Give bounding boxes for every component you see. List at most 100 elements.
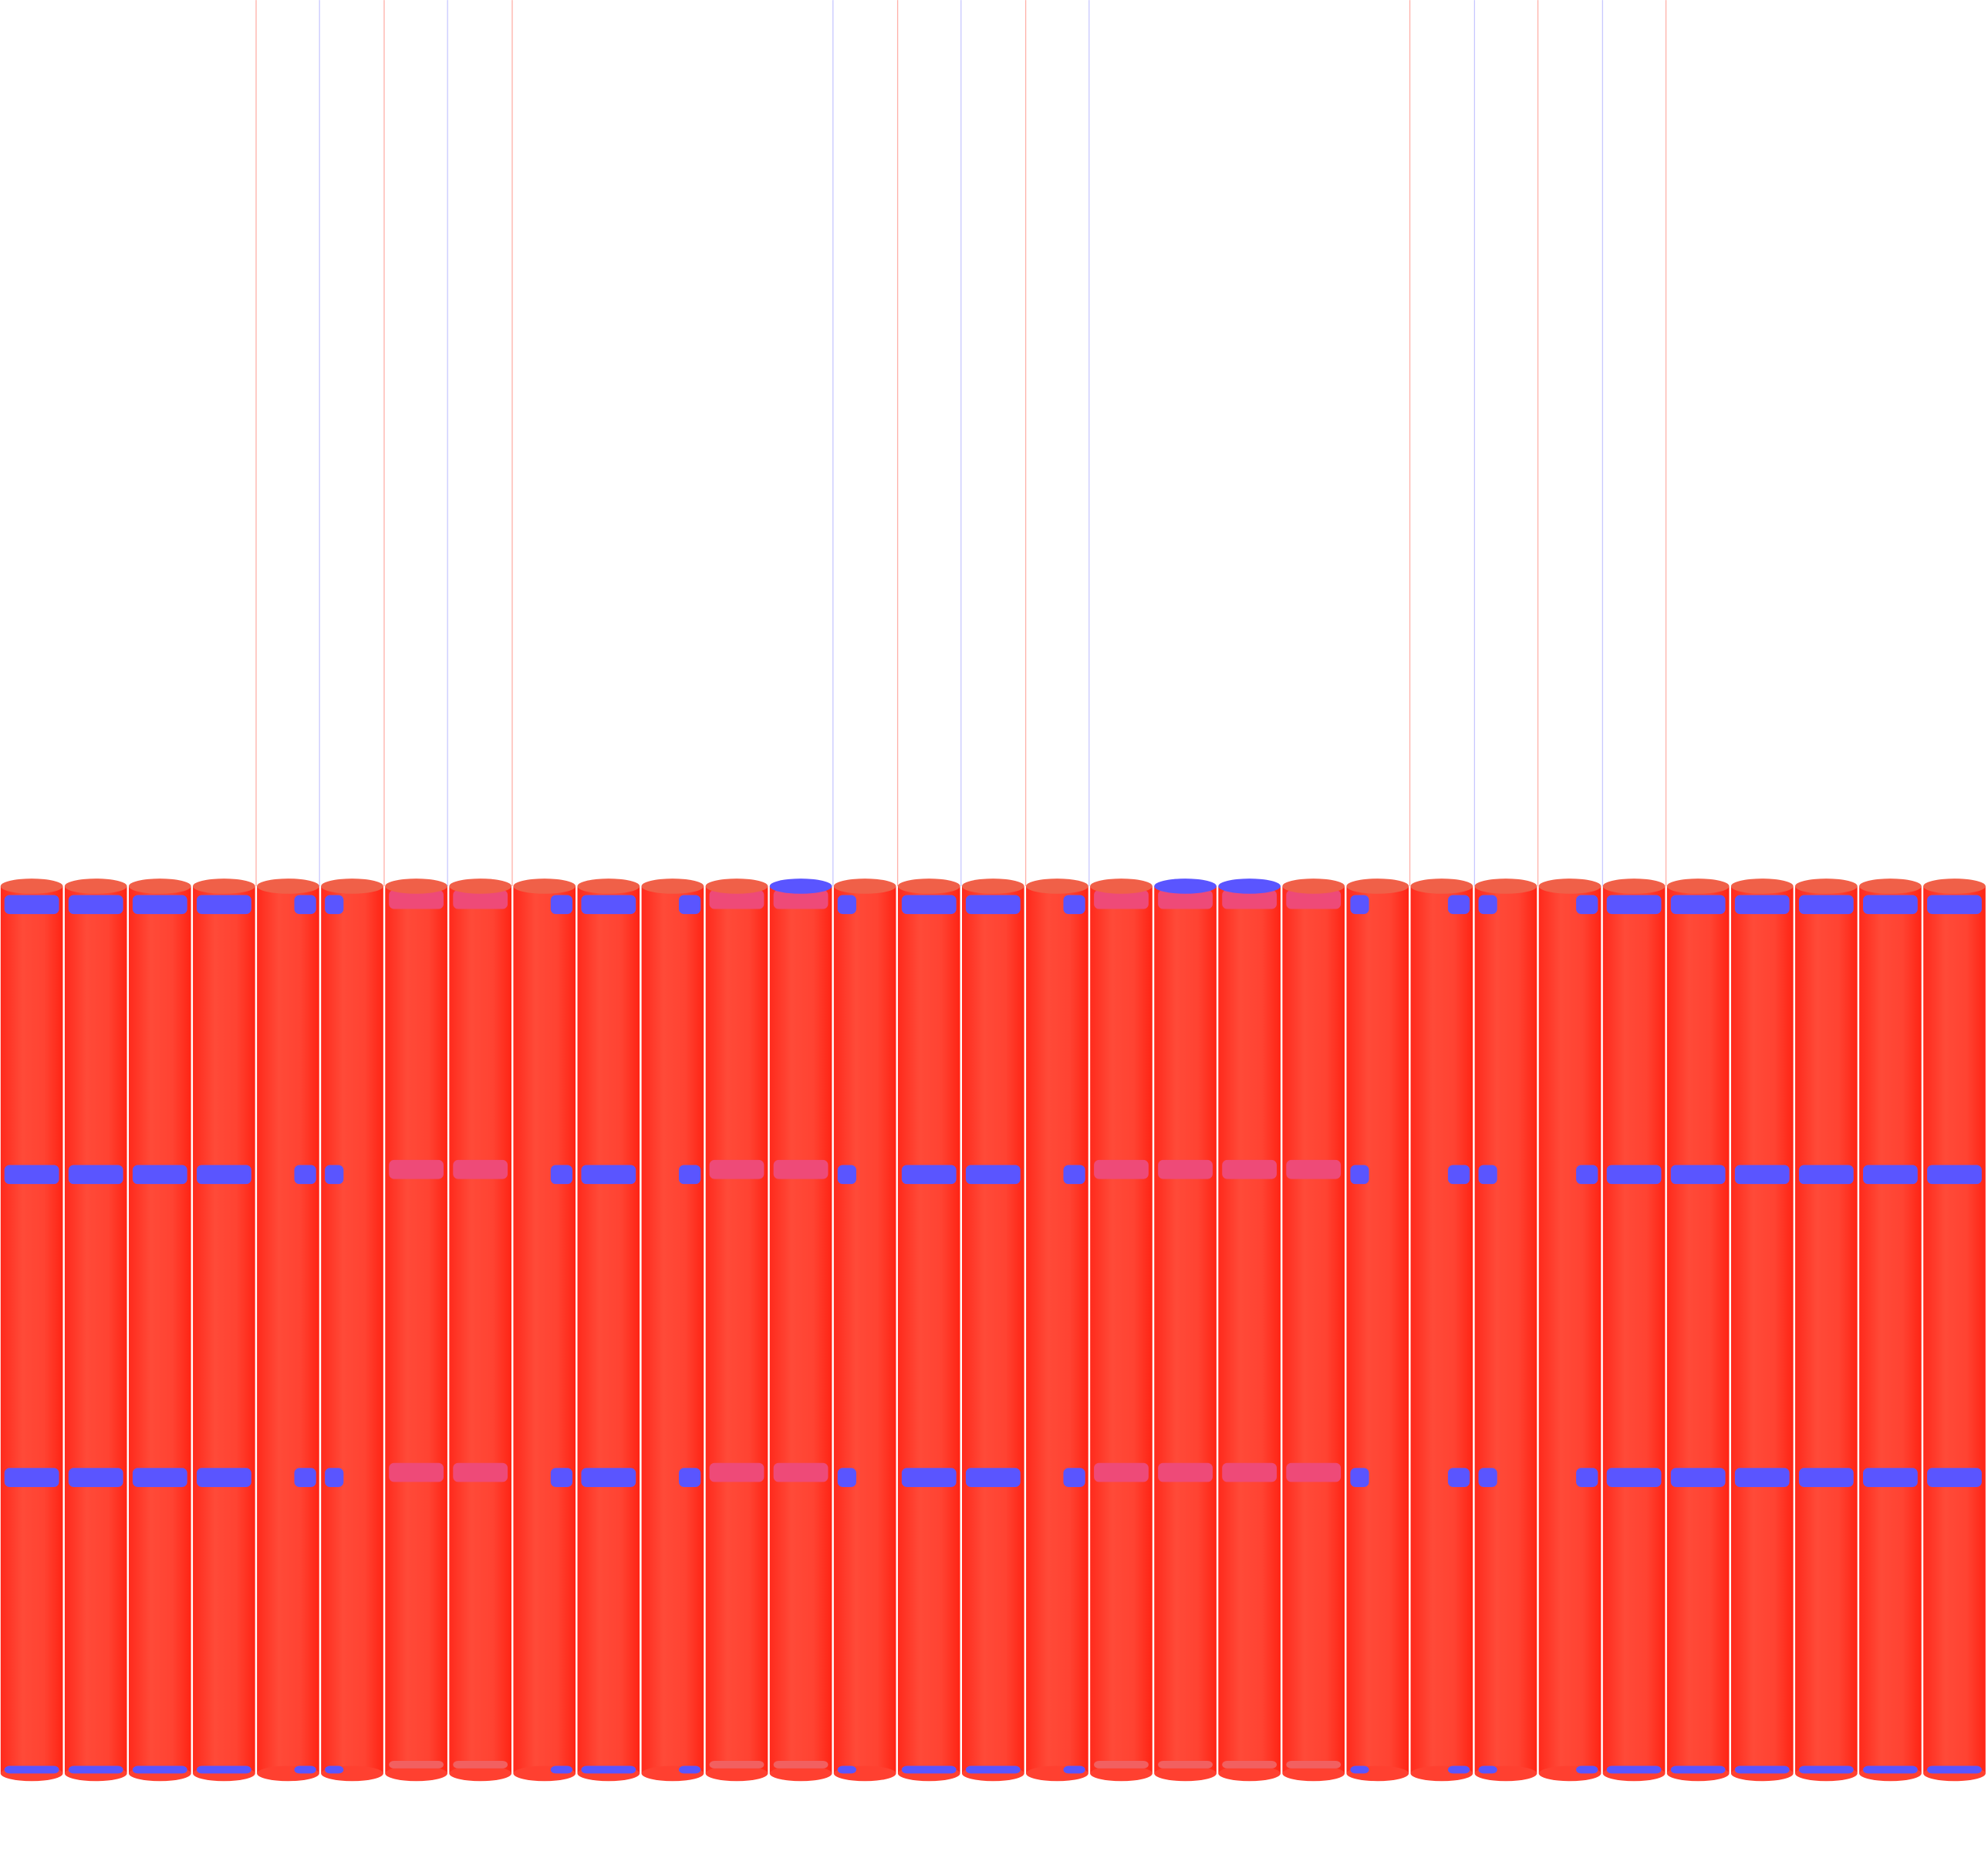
cylinder	[513, 878, 576, 1782]
cylinder-band	[709, 1760, 764, 1769]
cylinder-band	[1222, 889, 1277, 909]
cylinder-band	[965, 1765, 1021, 1774]
cylinder-body	[1026, 885, 1089, 1774]
cylinder	[1282, 878, 1345, 1782]
cylinder-band	[4, 1765, 59, 1774]
cylinder-band	[4, 1165, 59, 1185]
cylinder-band	[1063, 895, 1085, 915]
cylinder-band	[550, 1765, 573, 1774]
cylinder	[1859, 878, 1922, 1782]
cylinder	[1923, 878, 1986, 1782]
cylinder-band	[1863, 1165, 1918, 1185]
cylinder-band	[837, 1765, 856, 1774]
cylinder-bottom	[769, 1765, 832, 1782]
cylinder-top	[1346, 878, 1409, 894]
cylinder-band	[1478, 1165, 1497, 1185]
cylinder-body	[1666, 885, 1730, 1774]
cylinder-body	[769, 885, 832, 1774]
cylinder-bottom	[385, 1765, 447, 1782]
cylinder-top	[1026, 878, 1089, 894]
cylinder-band	[1576, 1165, 1598, 1185]
cylinder-band	[453, 1462, 508, 1482]
cylinder-body	[449, 885, 511, 1774]
cylinder-band	[773, 1159, 829, 1179]
cylinder-band	[132, 1765, 187, 1774]
cylinder-top	[513, 878, 576, 894]
cylinder-bottom	[1218, 1765, 1281, 1782]
cylinder-band	[1670, 1765, 1726, 1774]
cylinder-body	[962, 885, 1024, 1774]
cylinder-body	[1474, 885, 1537, 1774]
cylinder	[833, 878, 896, 1782]
cylinder-band	[1222, 1159, 1277, 1179]
cylinder-top	[833, 878, 896, 894]
cylinder-body	[1154, 885, 1217, 1774]
cylinder-band	[901, 895, 957, 915]
cylinder-top	[128, 878, 191, 894]
cylinder-band	[1094, 1159, 1149, 1179]
cylinder-band	[453, 1760, 508, 1769]
cylinder-band	[1063, 1765, 1085, 1774]
cylinder-band	[4, 895, 59, 915]
cylinder	[0, 878, 63, 1782]
cylinder-top	[1666, 878, 1730, 894]
cylinder	[128, 878, 191, 1782]
cylinder	[64, 878, 127, 1782]
cylinder-band	[901, 1765, 957, 1774]
cylinder	[641, 878, 704, 1782]
cylinder-body	[321, 885, 383, 1774]
cylinder	[321, 878, 383, 1782]
cylinder-body	[1859, 885, 1922, 1774]
cylinder-band	[709, 889, 764, 909]
cylinder-band	[1447, 1468, 1470, 1487]
cylinder-band	[1863, 1468, 1918, 1487]
cylinder-band	[389, 1159, 444, 1179]
cylinder-top	[962, 878, 1024, 894]
cylinder	[385, 878, 447, 1782]
cylinder	[1730, 878, 1794, 1782]
cylinder	[577, 878, 640, 1782]
cylinder-top	[1795, 878, 1858, 894]
cylinder-top	[1282, 878, 1345, 894]
cylinder-band	[550, 895, 573, 915]
cylinder-band	[1734, 895, 1790, 915]
cylinder-top	[0, 878, 63, 894]
cylinder-band	[1286, 1159, 1342, 1179]
cylinder-bottom	[705, 1765, 768, 1782]
cylinder-body	[385, 885, 447, 1774]
cylinder-body	[1090, 885, 1153, 1774]
cylinder-band	[68, 1765, 123, 1774]
cylinder-band	[1863, 895, 1918, 915]
cylinder-body	[1410, 885, 1473, 1774]
cylinder-band	[389, 1462, 444, 1482]
cylinder-bottom	[449, 1765, 511, 1782]
cylinder-band	[837, 895, 856, 915]
cylinder-band	[1286, 1760, 1342, 1769]
cylinder	[1346, 878, 1409, 1782]
cylinder-body	[641, 885, 704, 1774]
cylinder-band	[773, 1760, 829, 1769]
cylinder-band	[1670, 1468, 1726, 1487]
cylinder-band	[1670, 895, 1726, 915]
cylinder-band	[1222, 1462, 1277, 1482]
cylinder-top	[1154, 878, 1217, 894]
cylinder-band	[1158, 1462, 1213, 1482]
cylinder-body	[705, 885, 768, 1774]
cylinder-band	[325, 1468, 344, 1487]
cylinder-band	[1286, 1462, 1342, 1482]
cylinder-band	[581, 1765, 636, 1774]
cylinder-band	[1158, 1760, 1213, 1769]
cylinder-band	[294, 1765, 316, 1774]
cylinder-band	[1927, 895, 1982, 915]
cylinder-body	[1538, 885, 1602, 1774]
cylinder-band	[773, 1462, 829, 1482]
cylinder-top	[641, 878, 704, 894]
cylinder-band	[1798, 1468, 1854, 1487]
cylinder-band	[196, 1765, 251, 1774]
cylinder-band	[1863, 1765, 1918, 1774]
cylinder-band	[1286, 889, 1342, 909]
cylinder-band	[68, 895, 123, 915]
cylinder-body	[1282, 885, 1345, 1774]
cylinder-band	[325, 895, 344, 915]
